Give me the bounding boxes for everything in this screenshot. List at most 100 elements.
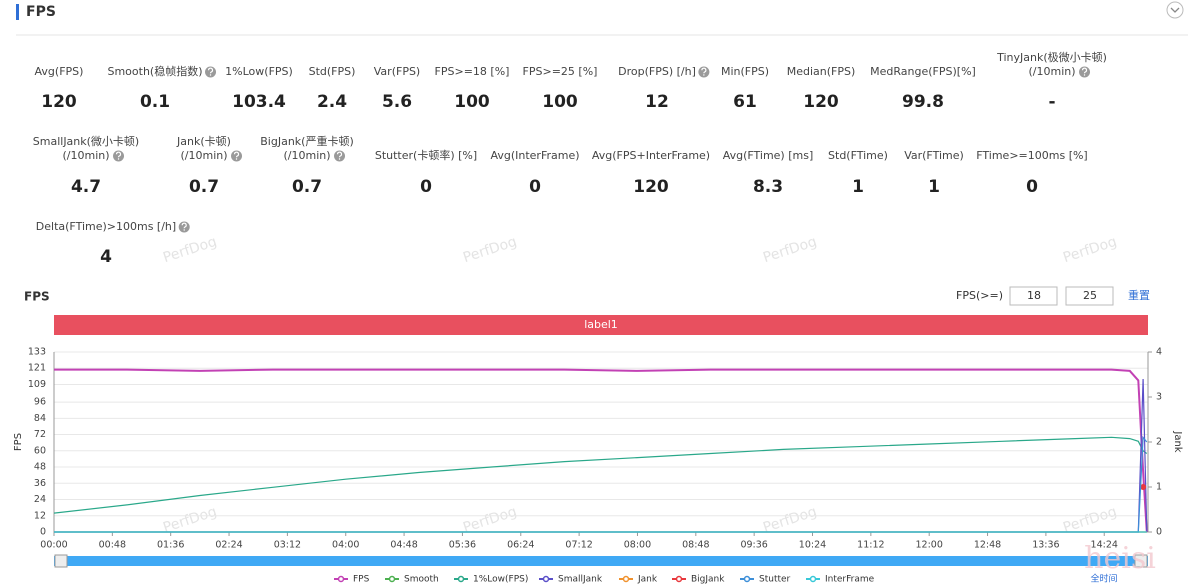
label-band [54,315,1148,335]
metric-label: Var(FTime) [904,149,964,162]
x-tick-label: 05:36 [449,540,476,551]
x-tick-label: 06:24 [507,540,534,551]
metric-value: 120 [633,177,669,197]
help-dot [183,229,185,231]
metric-label: FPS>=18 [%] [435,65,510,78]
range-handle[interactable] [1134,554,1148,568]
metric-label: Drop(FPS) [/h] [618,65,696,78]
legend-item[interactable]: 1%Low(FPS) [454,575,528,585]
legend-item[interactable]: SmallJank [539,575,603,585]
legend-label: BigJank [691,575,725,585]
range-label[interactable]: 全时间 [1090,573,1117,585]
metric-label: SmallJank(微小卡顿) [33,134,139,148]
legend-label: Jank [637,575,658,585]
collapse-button[interactable] [1166,1,1184,19]
metric-label: Median(FPS) [787,65,856,78]
metric-label: Std(FPS) [309,65,356,78]
metric-label: BigJank(严重卡顿) [260,134,354,148]
metric-value: 0.1 [140,92,170,112]
help-icon[interactable] [205,66,217,78]
x-tick-label: 09:36 [740,540,767,551]
legend-label: Smooth [404,575,439,585]
metric-value: 120 [41,92,77,112]
x-tick-label: 11:12 [857,540,884,551]
range-handle[interactable] [54,554,68,568]
legend-item[interactable]: Stutter [740,575,791,585]
metric-label: Delta(FTime)>100ms [/h] [36,220,176,233]
y2-axis-label: Jank [1172,430,1183,452]
legend-label: Stutter [759,575,791,585]
x-tick-label: 08:00 [624,540,651,551]
metric-value: 0.7 [189,177,219,197]
legend-item[interactable]: Smooth [385,575,439,585]
metric-value: 100 [542,92,578,112]
metric-label: FPS>=25 [%] [523,65,598,78]
metric-value: 100 [454,92,490,112]
legend-item[interactable]: BigJank [672,575,725,585]
help-icon[interactable] [231,150,243,162]
y2-tick-label: 2 [1156,437,1162,448]
y-tick-label: 12 [34,510,46,521]
help-icon[interactable] [178,221,190,233]
y2-tick-label: 4 [1156,347,1162,358]
x-tick-label: 08:48 [682,540,709,551]
metric-label: Stutter(卡顿率) [%] [375,148,477,162]
help-glyph [115,151,122,158]
legend-item[interactable]: FPS [334,575,370,585]
y-tick-label: 0 [40,527,46,538]
x-tick-label: 07:12 [565,540,592,551]
metric-label: FTime>=100ms [%] [976,149,1087,162]
metric-value: 103.4 [232,92,286,112]
legend-label: 1%Low(FPS) [473,575,528,585]
legend-item[interactable]: Jank [619,575,658,585]
y-tick-label: 121 [28,363,46,374]
metric-sublabel: (/10min) [283,149,330,162]
range-track[interactable] [54,556,1148,566]
metric-sublabel: (/10min) [180,149,227,162]
x-tick-label: 03:12 [274,540,301,551]
metric-label: Avg(FPS+InterFrame) [592,149,710,162]
x-tick-label: 01:36 [157,540,184,551]
threshold-value: 25 [1083,289,1097,302]
threshold-input[interactable] [1009,286,1058,306]
help-icon[interactable] [1079,66,1091,78]
metric-label: Std(FTime) [828,149,888,162]
help-icon[interactable] [334,150,346,162]
y-tick-label: 109 [28,379,46,390]
threshold-label: FPS(>=) [956,289,1003,302]
x-tick-label: 04:48 [390,540,417,551]
x-tick-label: 10:24 [799,540,826,551]
x-tick-label: 13:36 [1032,540,1059,551]
metric-value: 0 [1026,177,1038,197]
legend-label: FPS [353,575,370,585]
help-glyph [701,67,707,74]
metric-value: 99.8 [902,92,944,112]
reset-link[interactable]: 重置 [1128,288,1150,302]
legend-swatch-dot [457,575,465,583]
section-title: FPS [26,4,56,20]
help-icon[interactable] [698,66,710,78]
help-glyph [207,67,214,74]
metrics: Avg(FPS)120Smooth(稳帧指数)0.11%Low(FPS)103.… [33,50,1107,267]
x-tick-label: 00:48 [99,540,126,551]
y-tick-label: 60 [34,445,46,456]
metric-label: Avg(FTime) [ms] [723,149,814,162]
legend-item[interactable]: InterFrame [806,575,875,585]
y-tick-label: 48 [34,462,46,473]
y2-tick-label: 1 [1156,482,1162,493]
threshold-value: 18 [1027,289,1041,302]
series-line [54,368,1148,533]
help-glyph [1081,67,1088,74]
metric-label: Jank(卡顿) [176,134,231,148]
legend-swatch-dot [388,575,396,583]
metric-value: - [1048,92,1055,112]
metric-label: Smooth(稳帧指数) [107,64,202,78]
series-point [1140,484,1147,490]
x-tick-label: 12:48 [974,540,1001,551]
metric-value: 1 [928,177,940,197]
help-dot [235,158,238,160]
help-icon[interactable] [113,150,125,162]
metric-value: 4 [100,247,112,267]
threshold-input[interactable] [1065,286,1114,306]
